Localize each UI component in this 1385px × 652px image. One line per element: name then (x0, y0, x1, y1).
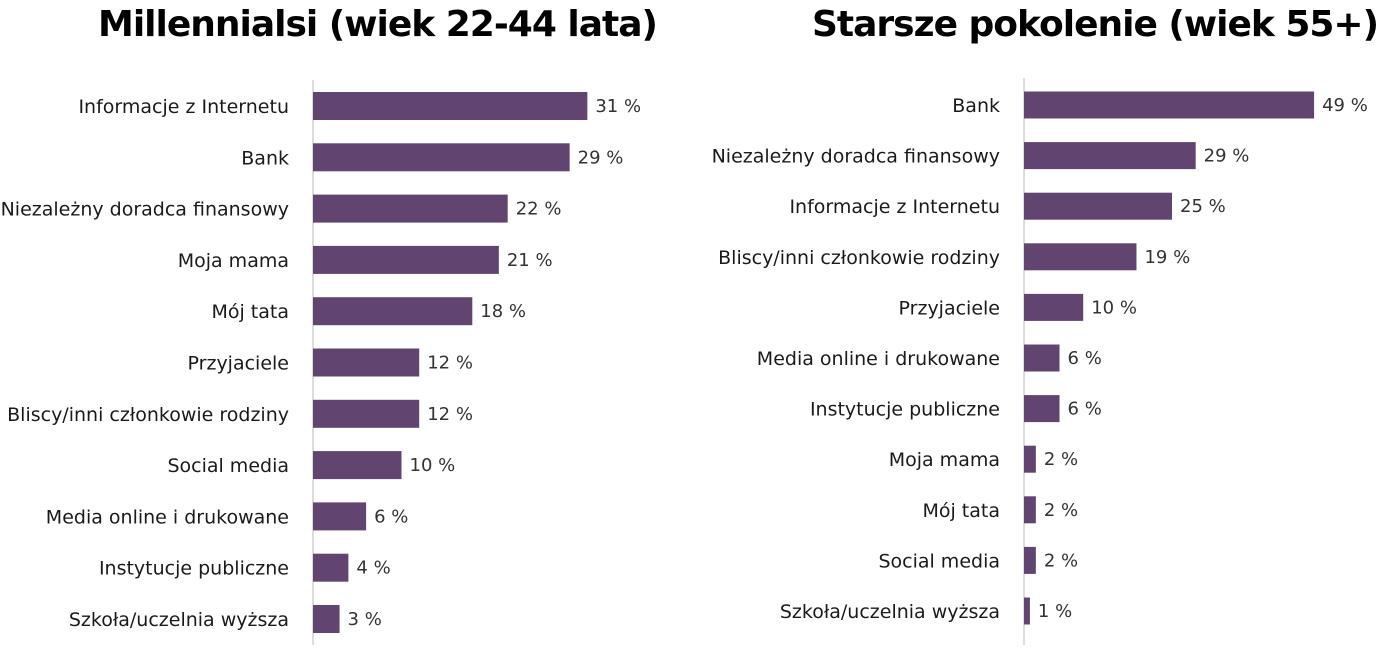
bar (313, 553, 349, 582)
bar (313, 348, 420, 377)
chart-title-older-generation: Starsze pokolenie (wiek 55+) (812, 4, 1379, 45)
chart-older-generation: Starsze pokolenie (wiek 55+) Bank 49 % Nie… (692, 0, 1385, 652)
category-label: Przyjaciele (899, 297, 1000, 319)
value-label: 6 % (1068, 399, 1102, 420)
bar (313, 399, 420, 428)
category-label: Social media (167, 455, 289, 477)
bar (1024, 243, 1137, 271)
chart-millennials: Millennialsi (wiek 22-44 lata) Informacj… (0, 0, 692, 652)
value-label: 21 % (507, 250, 553, 271)
value-label: 29 % (1204, 146, 1250, 167)
category-label: Instytucje publiczne (99, 558, 289, 580)
value-label: 10 % (410, 455, 456, 476)
category-label: Instytucje publiczne (810, 399, 1000, 421)
bar (313, 245, 499, 274)
bar (313, 502, 367, 531)
value-label: 4 % (356, 558, 390, 579)
bar (1024, 142, 1196, 170)
bar (1024, 597, 1030, 625)
category-label: Bank (952, 95, 1000, 117)
category-label: Niezależny doradca finansowy (712, 146, 1000, 168)
bar (1024, 395, 1060, 423)
bar (313, 451, 402, 480)
bar (1024, 344, 1060, 372)
value-label: 31 % (595, 96, 641, 117)
value-label: 12 % (427, 404, 473, 425)
category-label: Media online i drukowane (757, 348, 1000, 370)
chart-title-millennials: Millennialsi (wiek 22-44 lata) (98, 4, 658, 45)
category-label: Social media (878, 550, 1000, 572)
bar (313, 297, 473, 326)
bar (313, 605, 340, 633)
value-label: 12 % (427, 353, 473, 374)
value-label: 2 % (1044, 500, 1078, 521)
value-label: 25 % (1180, 196, 1226, 217)
category-label: Mój tata (211, 301, 289, 323)
category-label: Moja mama (889, 449, 1000, 471)
bar (1024, 496, 1036, 524)
bar (1024, 91, 1315, 119)
value-label: 49 % (1322, 95, 1368, 116)
category-label: Media online i drukowane (46, 506, 289, 528)
category-label: Niezależny doradca finansowy (1, 199, 289, 221)
category-label: Informacje z Internetu (78, 96, 289, 118)
category-label: Bliscy/inni członkowie rodziny (718, 247, 1000, 269)
bar-chart-millennials: Informacje z Internetu 31 % Bank 29 % Niezal… (1, 80, 641, 645)
value-label: 1 % (1038, 601, 1072, 622)
category-label: Mój tata (922, 500, 1000, 522)
value-label: 6 % (1068, 348, 1102, 369)
bar (1024, 445, 1036, 473)
category-label: Bliscy/inni członkowie rodziny (7, 404, 289, 426)
bar (1024, 192, 1172, 220)
category-label: Przyjaciele (188, 353, 289, 375)
value-label: 6 % (374, 506, 408, 527)
category-label: Moja mama (178, 250, 289, 272)
value-label: 19 % (1144, 247, 1190, 268)
value-label: 2 % (1044, 550, 1078, 571)
category-label: Bank (241, 147, 289, 169)
bar (1024, 546, 1036, 574)
category-label: Szkoła/uczelnia wyższa (780, 601, 1000, 623)
bar (1024, 293, 1084, 321)
bar-chart-older-generation: Bank 49 % Niezależny doradca finansowy 29 %… (712, 78, 1368, 645)
value-label: 3 % (348, 609, 382, 630)
value-label: 29 % (578, 147, 624, 168)
value-label: 18 % (480, 301, 526, 322)
bar (313, 143, 570, 172)
bar (313, 194, 508, 223)
value-label: 22 % (516, 199, 562, 220)
value-label: 10 % (1091, 297, 1137, 318)
category-label: Szkoła/uczelnia wyższa (69, 609, 289, 631)
bar (313, 92, 588, 120)
category-label: Informacje z Internetu (789, 196, 1000, 218)
value-label: 2 % (1044, 449, 1078, 470)
